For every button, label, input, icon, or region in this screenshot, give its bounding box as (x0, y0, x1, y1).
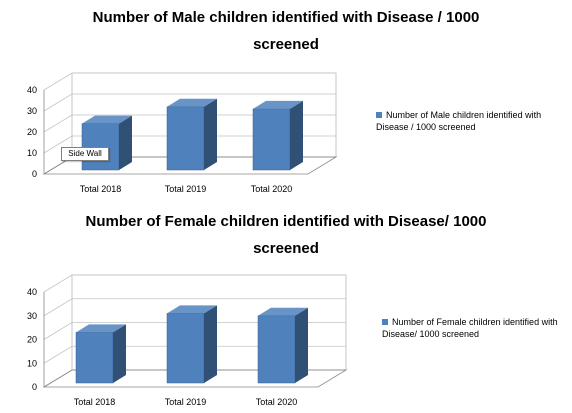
chart2-bar-top-2 (167, 305, 217, 314)
chart1-bar-top-2 (167, 98, 217, 107)
chart1-gridline-10 (43, 135, 336, 154)
chart2-gridline-30 (43, 298, 346, 317)
chart-title-female-line1: Number of Female children identified wit… (85, 213, 487, 230)
chart1-bar-side-3 (290, 100, 303, 170)
chart1-gridline-40 (43, 72, 336, 91)
chart1-ytick-20: 20 (27, 127, 37, 137)
chart2-gridline-20 (43, 322, 346, 340)
chart1-gridline-20 (43, 114, 336, 133)
chart-title-male-line1: Number of Male children identified with … (92, 9, 480, 26)
side-wall-tooltip: Side Wall (61, 147, 109, 161)
chart-title-male-line2: screened (253, 36, 319, 53)
chart2-gridline-0 (43, 369, 346, 388)
chart2-xtick-1: Total 2018 (74, 397, 116, 407)
chart1-gridline-30 (43, 93, 336, 112)
chart1-xtick-1: Total 2018 (80, 184, 122, 194)
chart1-ytick-30: 30 (27, 106, 37, 116)
chart1-ytick-40: 40 (27, 85, 37, 95)
chart2-bar-top-1 (76, 324, 126, 333)
chart2-bar-top-3 (258, 307, 308, 316)
chart2-bar-1 (75, 332, 114, 384)
chart1-ytick-0: 0 (32, 169, 37, 179)
chart2-legend-label: Number of Female children identified wit… (382, 317, 558, 339)
chart2-bar-side-1 (113, 324, 126, 383)
chart-title-female-line2: screened (253, 240, 319, 257)
chart2-bar-2 (166, 313, 205, 384)
chart2-ytick-0: 0 (32, 382, 37, 392)
chart1-ytick-10: 10 (27, 148, 37, 158)
chart2-bar-3 (257, 315, 296, 384)
chart2-gridline-10 (43, 345, 346, 364)
chart2-ytick-40: 40 (27, 287, 37, 297)
chart2-ytick-30: 30 (27, 311, 37, 321)
chart1-xtick-3: Total 2020 (251, 184, 293, 194)
chart2-xtick-3: Total 2020 (256, 397, 298, 407)
chart1-bar-2 (166, 106, 205, 171)
chart2-legend-swatch (382, 319, 388, 325)
chart2-ytick-10: 10 (27, 358, 37, 368)
chart2-bar-side-3 (295, 307, 308, 383)
chart1-xtick-2: Total 2019 (165, 184, 207, 194)
chart1-bar-top-1 (82, 115, 132, 124)
chart-title-male: Number of Male children identified with … (0, 4, 572, 58)
chart1-bar-top-3 (253, 100, 303, 109)
chart1-legend-label: Number of Male children identified with D… (376, 110, 541, 132)
chart1-bar-side-2 (204, 98, 217, 170)
chart1-legend-swatch (376, 112, 382, 118)
chart1-bar-side-1 (119, 115, 132, 170)
chart2-xtick-2: Total 2019 (165, 397, 207, 407)
chart2-ytick-20: 20 (27, 335, 37, 345)
chart2-bar-side-2 (204, 305, 217, 383)
chart-title-female: Number of Female children identified wit… (0, 208, 572, 262)
chart2-gridline-40 (43, 274, 346, 293)
chart1-bar-3 (252, 108, 291, 171)
